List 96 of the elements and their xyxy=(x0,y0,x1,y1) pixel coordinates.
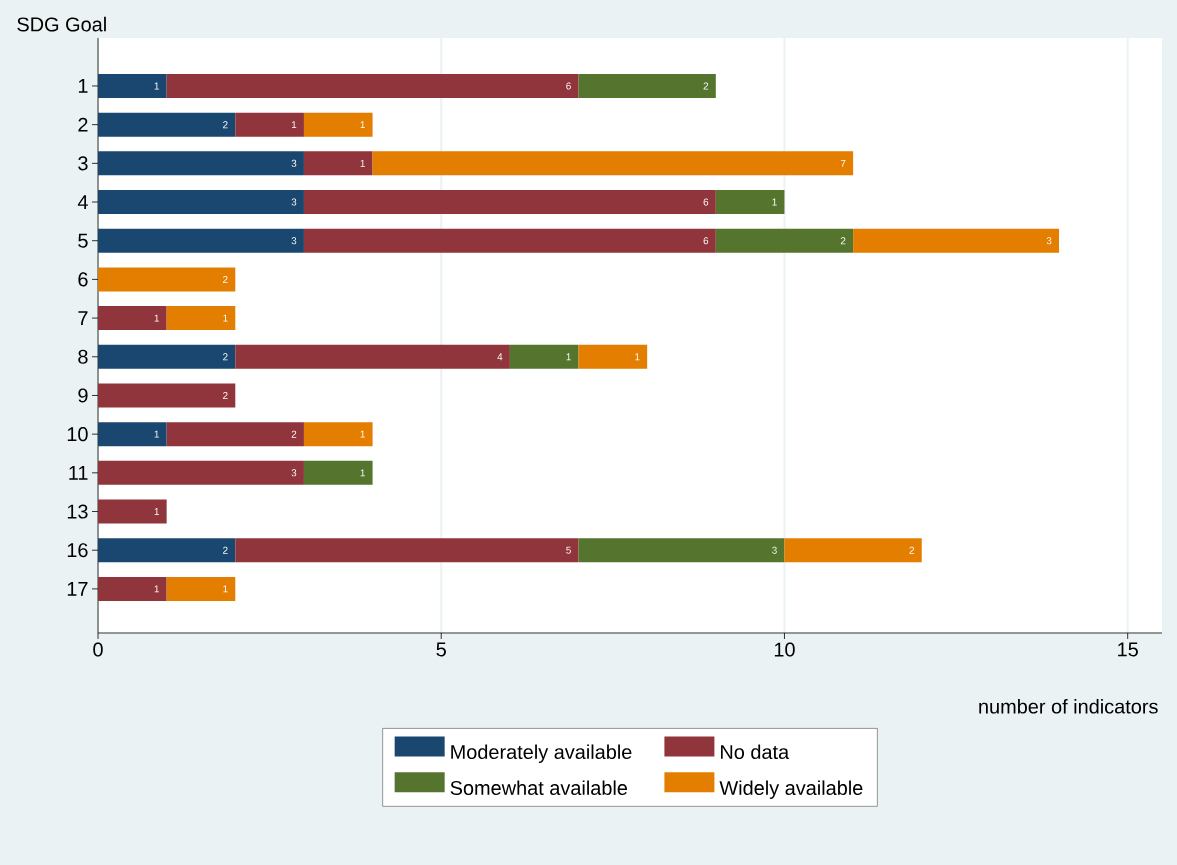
x-tick-label: 10 xyxy=(774,642,795,657)
data-label: 3 xyxy=(1046,237,1052,245)
data-label: 2 xyxy=(223,391,228,399)
data-label: 7 xyxy=(840,159,846,167)
data-label: 1 xyxy=(360,121,365,129)
legend-label: Widely available xyxy=(719,780,863,799)
data-label: 1 xyxy=(154,585,159,593)
y-tick-label: 11 xyxy=(69,465,88,480)
data-label: 6 xyxy=(703,198,709,206)
bar xyxy=(578,73,716,98)
bar xyxy=(98,73,167,98)
data-label: 1 xyxy=(360,430,365,438)
bar xyxy=(98,499,167,524)
bar xyxy=(578,538,785,563)
data-label: 3 xyxy=(291,237,297,245)
y-tick-label: 1 xyxy=(78,79,88,93)
bar xyxy=(166,73,579,98)
bar xyxy=(235,538,579,563)
bar xyxy=(98,344,236,369)
bar xyxy=(98,538,236,563)
y-tick-label: 8 xyxy=(78,349,88,364)
data-label: 3 xyxy=(291,159,297,167)
legend-label: Somewhat available xyxy=(450,780,628,796)
bar xyxy=(372,151,854,176)
data-label: 1 xyxy=(360,159,365,167)
bar xyxy=(303,228,716,253)
bar xyxy=(235,112,304,137)
x-axis-title: number of indicators xyxy=(979,698,1158,714)
bar xyxy=(303,460,373,485)
data-label: 3 xyxy=(772,546,777,554)
data-label: 6 xyxy=(703,237,709,245)
data-label: 1 xyxy=(291,121,297,129)
data-label: 2 xyxy=(223,121,228,129)
y-tick-label: 4 xyxy=(77,195,88,209)
y-tick-label: 3 xyxy=(78,156,88,171)
data-label: 1 xyxy=(154,314,159,322)
bar xyxy=(98,576,167,601)
data-label: 1 xyxy=(635,353,640,361)
data-label: 2 xyxy=(223,546,228,554)
bar xyxy=(98,422,167,447)
y-tick-label: 10 xyxy=(67,427,88,442)
bar xyxy=(303,112,373,137)
x-tick-label: 0 xyxy=(93,642,103,657)
bar xyxy=(98,306,167,331)
data-label: 4 xyxy=(497,353,503,361)
bar xyxy=(853,228,1060,253)
x-tick-label: 15 xyxy=(1118,642,1138,657)
data-label: 1 xyxy=(154,508,159,515)
data-label: 6 xyxy=(566,82,571,90)
bar xyxy=(98,190,304,215)
data-label: 1 xyxy=(772,198,777,206)
bar xyxy=(715,190,785,215)
data-label: 1 xyxy=(223,585,228,593)
y-tick-label: 16 xyxy=(67,543,88,558)
bar xyxy=(98,112,236,137)
data-label: 1 xyxy=(223,314,228,322)
data-label: 1 xyxy=(566,353,571,361)
data-label: 5 xyxy=(566,546,571,554)
bar xyxy=(784,538,922,563)
x-tick-label: 5 xyxy=(436,642,446,657)
y-tick-label: 13 xyxy=(67,504,88,519)
bar xyxy=(509,344,579,369)
data-label: 2 xyxy=(223,353,228,361)
data-label: 1 xyxy=(154,430,159,438)
data-label: 3 xyxy=(291,469,297,477)
data-label: 2 xyxy=(223,275,228,283)
y-tick-label: 9 xyxy=(78,388,88,403)
bar xyxy=(98,460,304,485)
legend-label: No data xyxy=(721,744,790,760)
bar xyxy=(303,151,373,176)
bar xyxy=(166,576,236,601)
bar xyxy=(303,190,716,215)
data-label: 2 xyxy=(291,430,297,438)
y-tick-label: 5 xyxy=(78,233,88,248)
data-label: 3 xyxy=(291,198,297,206)
bar xyxy=(98,228,304,253)
bar xyxy=(235,344,510,369)
bar xyxy=(166,306,236,331)
data-label: 2 xyxy=(703,82,709,90)
bar xyxy=(98,151,304,176)
y-tick-label: 6 xyxy=(78,272,88,287)
bar xyxy=(166,422,304,447)
y-tick-label: 17 xyxy=(67,582,88,596)
bar xyxy=(98,383,236,408)
data-label: 1 xyxy=(154,82,159,90)
data-label: 2 xyxy=(909,546,915,554)
data-label: 1 xyxy=(360,469,365,477)
y-axis-title: SDG Goal xyxy=(17,16,106,32)
bar xyxy=(578,344,648,369)
data-label: 2 xyxy=(840,237,846,245)
y-tick-label: 2 xyxy=(78,117,88,132)
y-tick-label: 7 xyxy=(78,311,88,325)
bar xyxy=(715,228,854,253)
legend-label: Moderately available xyxy=(451,744,632,764)
bar xyxy=(303,422,373,447)
bar xyxy=(98,267,236,292)
